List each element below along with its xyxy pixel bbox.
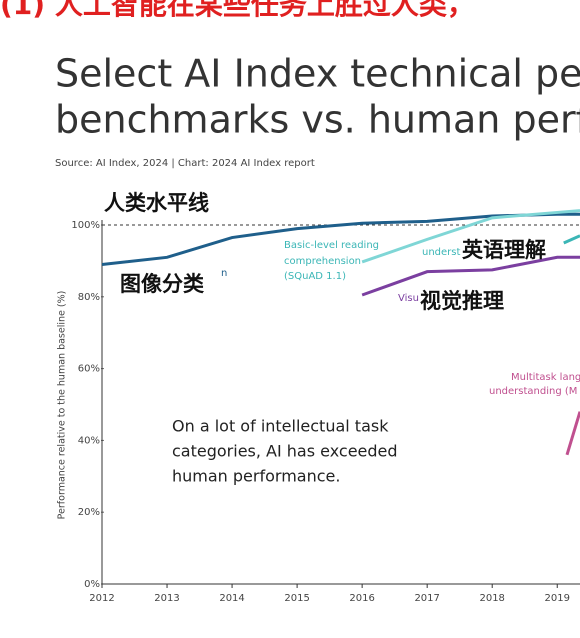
annotation: Visu xyxy=(398,293,419,304)
chart-title: benchmarks vs. human perfo xyxy=(55,98,580,142)
annotation: categories, AI has exceeded xyxy=(172,442,398,461)
x-tick-label: 2017 xyxy=(414,593,439,604)
series-line xyxy=(563,234,580,245)
y-tick-label: 60% xyxy=(78,364,100,375)
annotation: (SQuAD 1.1) xyxy=(284,271,346,282)
y-tick-label: 20% xyxy=(78,507,100,518)
x-tick-label: 2019 xyxy=(545,593,570,604)
header: (1) 人工智能在某些任务上胜过人类， xyxy=(0,0,475,21)
x-tick-label: 2015 xyxy=(284,593,309,604)
y-tick-label: 80% xyxy=(78,292,100,303)
annotation: human performance. xyxy=(172,467,340,486)
overlay-label: 图像分类 xyxy=(120,272,205,296)
annotation: Basic-level reading xyxy=(284,240,379,251)
y-tick-label: 0% xyxy=(84,579,100,590)
annotation: Multitask lang xyxy=(511,372,580,383)
overlay-label: 人类水平线 xyxy=(104,191,209,215)
series-line xyxy=(565,411,580,456)
annotation: comprehension xyxy=(284,256,361,267)
annotation: understanding (M xyxy=(489,386,577,397)
x-tick-label: 2013 xyxy=(154,593,179,604)
annotation: On a lot of intellectual task xyxy=(172,417,389,436)
x-tick-label: 2016 xyxy=(349,593,374,604)
x-tick-label: 2018 xyxy=(479,593,504,604)
x-tick-label: 2012 xyxy=(89,593,114,604)
overlay-label: 英语理解 xyxy=(462,238,546,262)
series-line xyxy=(361,209,580,264)
y-tick-label: 100% xyxy=(71,220,100,231)
x-tick-label: 2014 xyxy=(219,593,244,604)
y-tick-label: 40% xyxy=(78,435,100,446)
series-line xyxy=(361,255,580,297)
source: Source: AI Index, 2024 | Chart: 2024 AI … xyxy=(55,158,315,169)
y-axis-label: Performance relative to the human baseli… xyxy=(57,291,68,520)
overlay-label: 视觉推理 xyxy=(420,289,504,313)
annotation: underst xyxy=(422,247,460,258)
chart-title: Select AI Index technical per xyxy=(55,52,580,96)
annotation: n xyxy=(221,268,227,279)
